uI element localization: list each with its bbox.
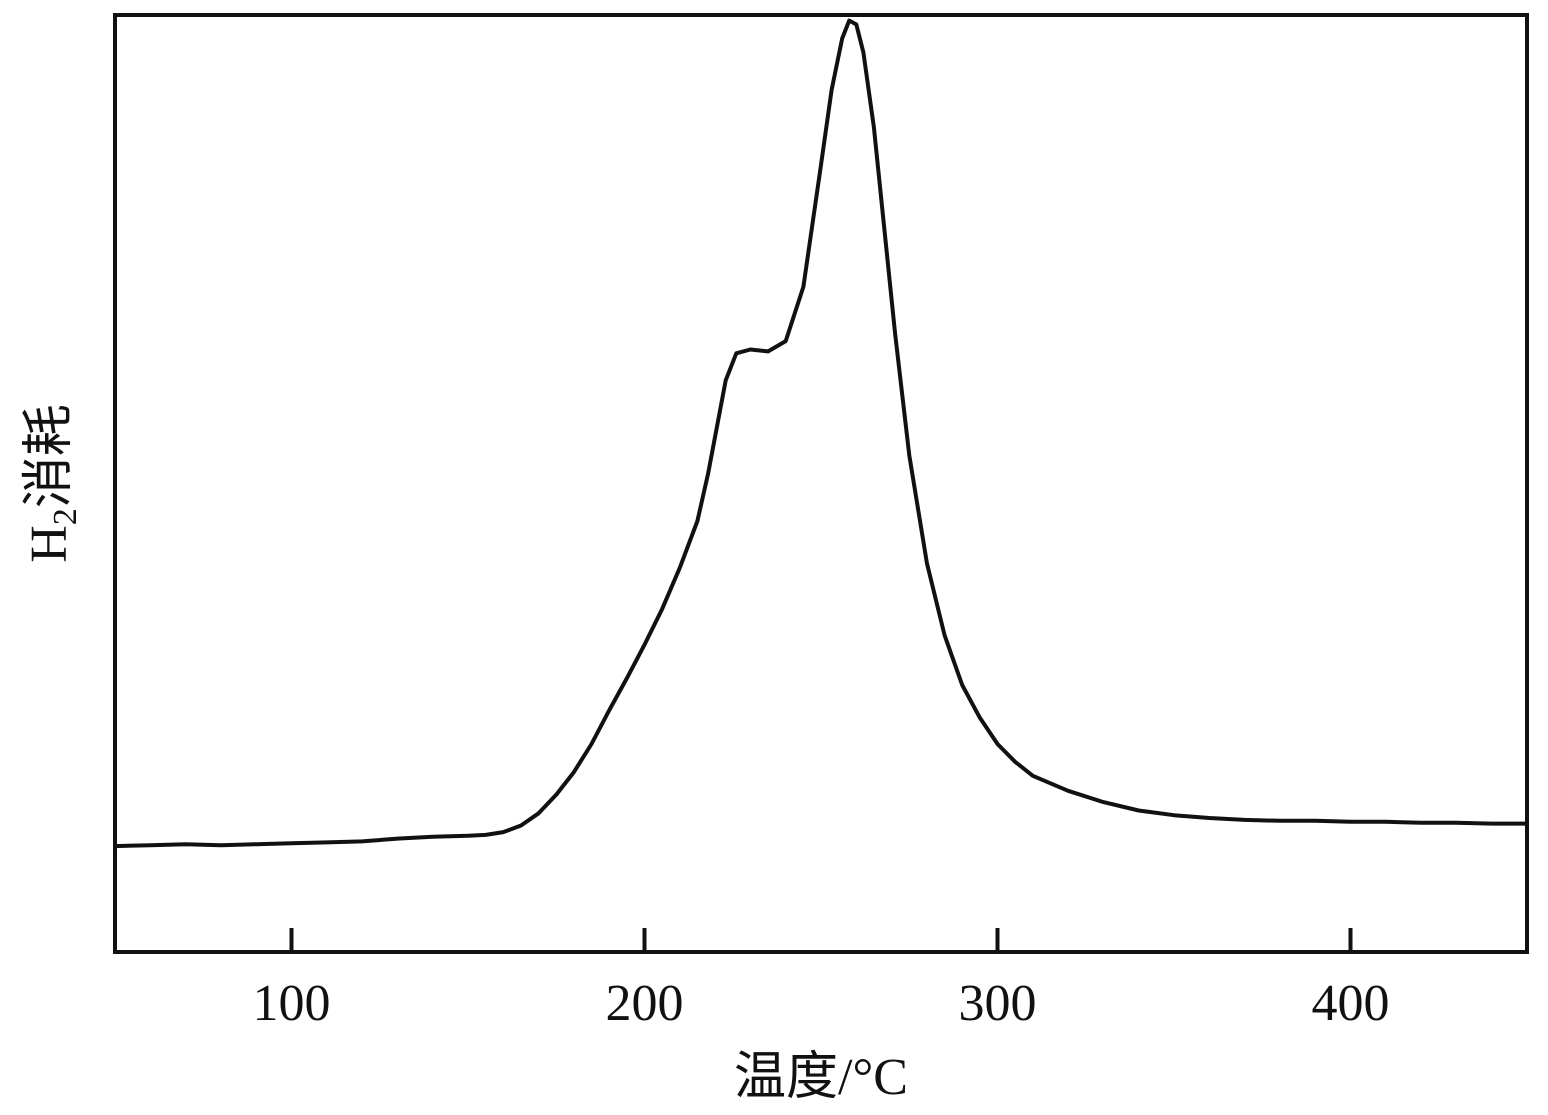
- series-line: [113, 18, 1529, 849]
- x-tick-label: 100: [253, 975, 331, 1032]
- x-tick-label: 400: [1312, 975, 1390, 1032]
- x-tick-label: 300: [959, 975, 1037, 1032]
- x-axis-tick-labels: 100 200 300 400: [253, 975, 1390, 1032]
- x-axis-ticks: [289, 928, 1353, 952]
- y-axis-title: H2消耗: [21, 404, 84, 563]
- y-axis-title-subscript: 2: [47, 508, 84, 525]
- plot-frame: [113, 13, 1529, 954]
- y-axis-title-main: H: [21, 525, 78, 563]
- y-axis-title-rest: 消耗: [21, 404, 78, 508]
- x-axis-title: 温度/°C: [734, 1049, 908, 1106]
- x-tick-label: 200: [606, 975, 684, 1032]
